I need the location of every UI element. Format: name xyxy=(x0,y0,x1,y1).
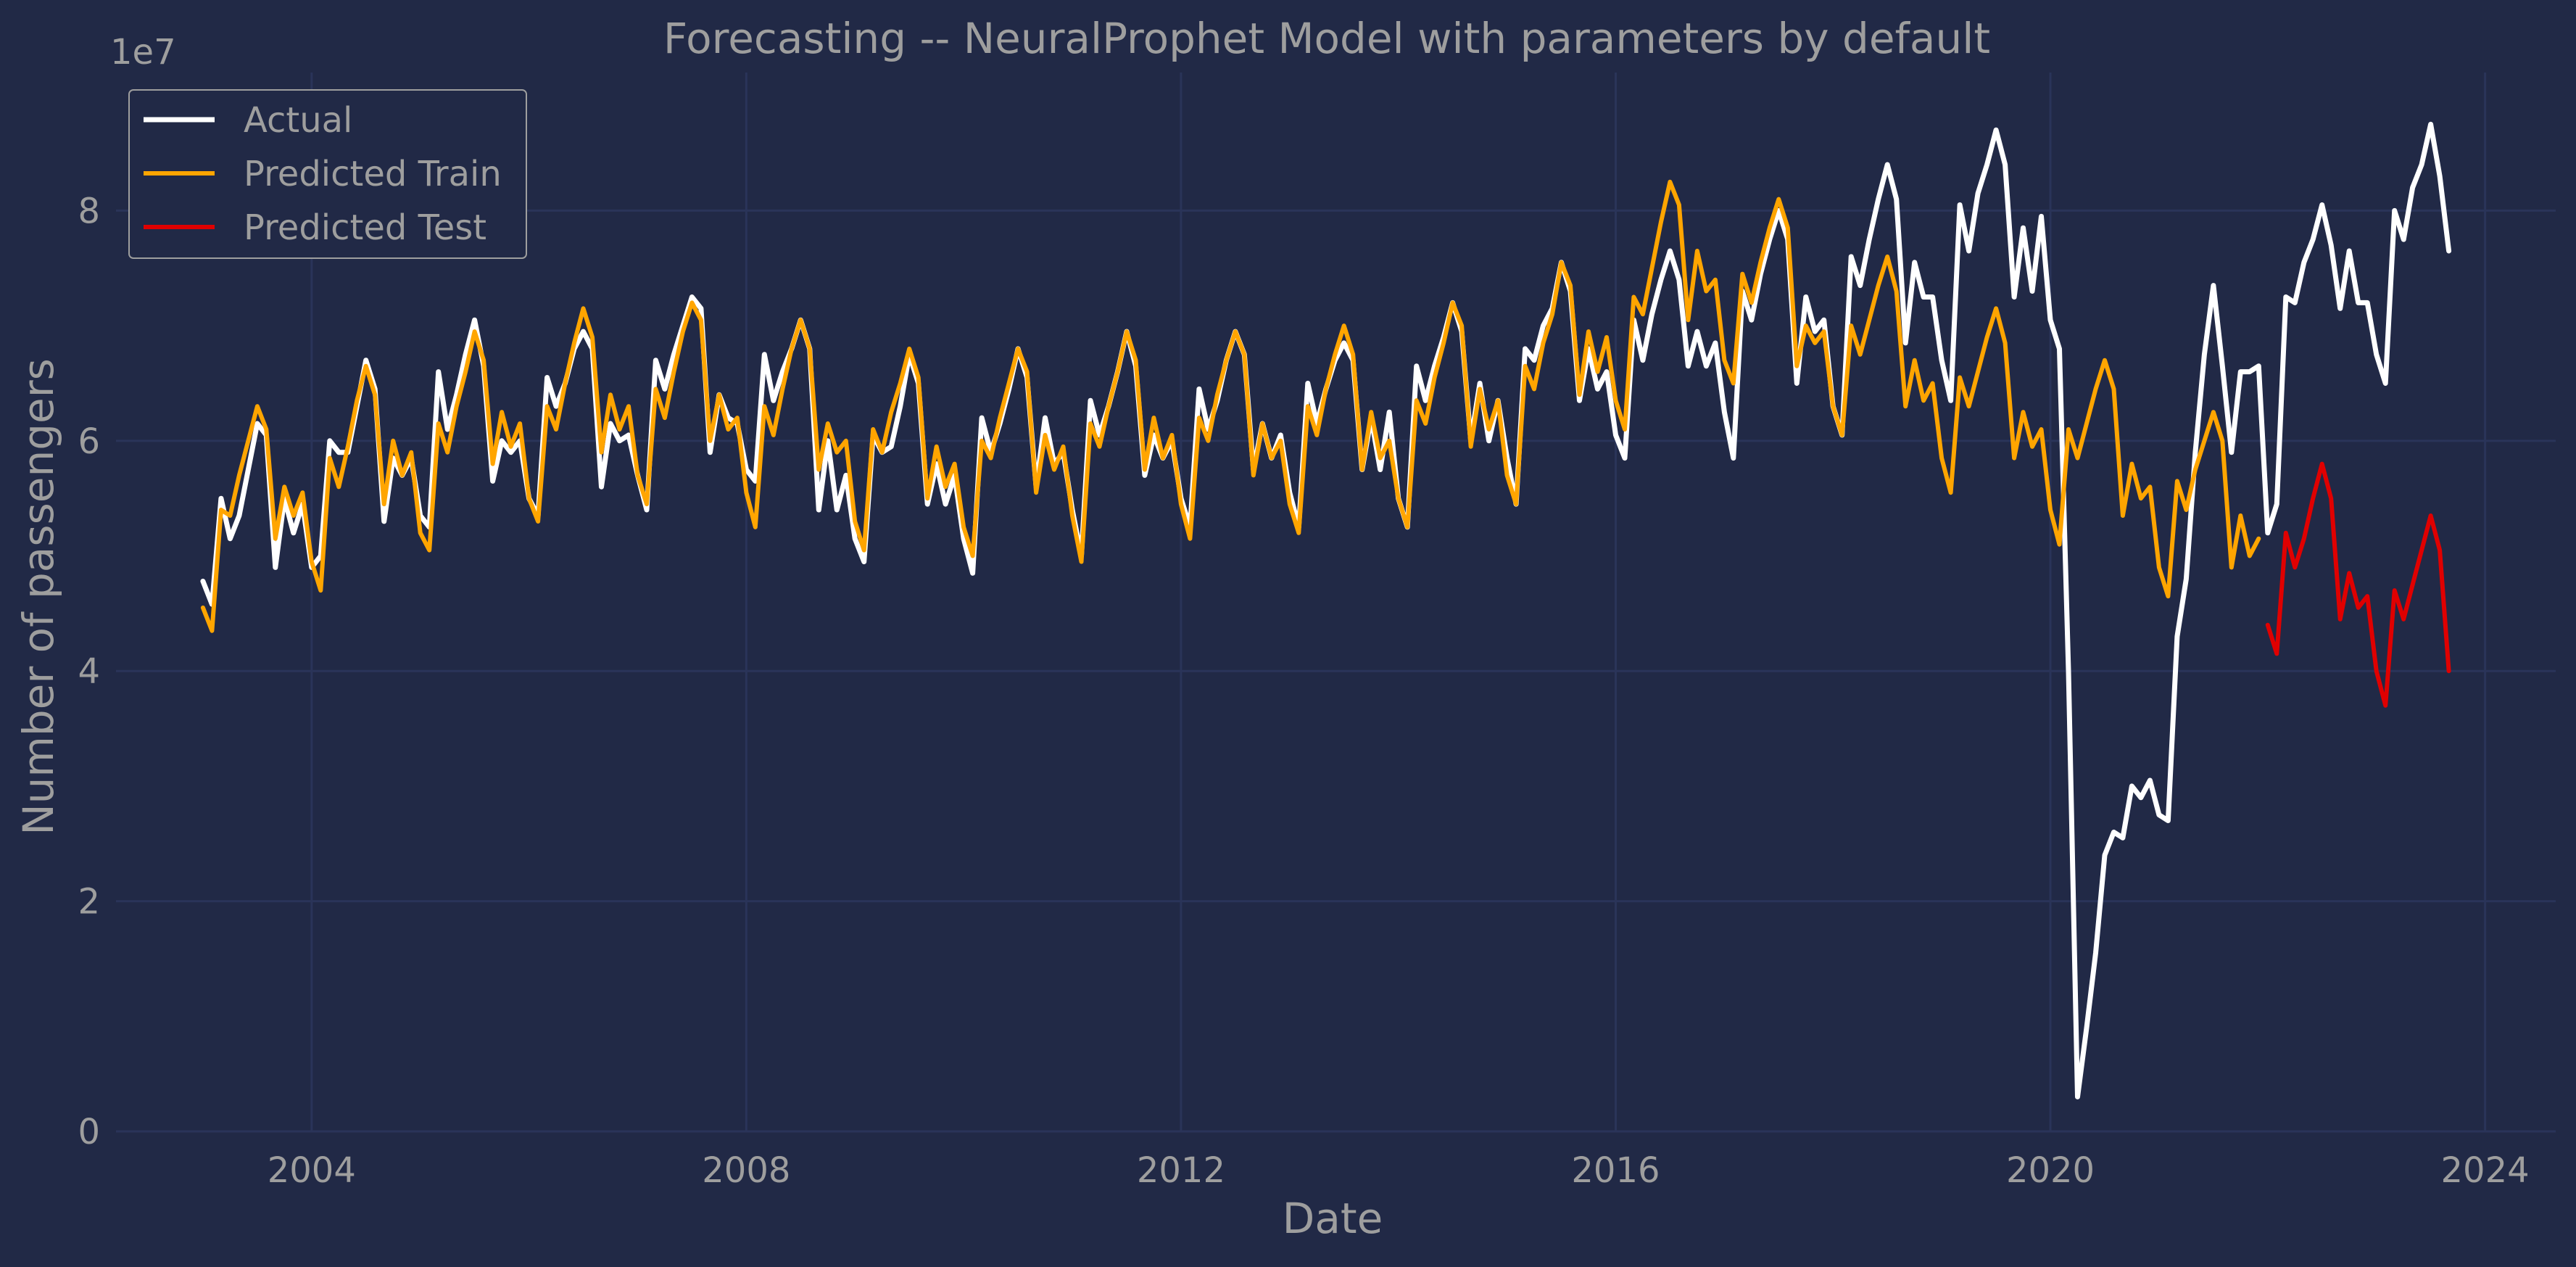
legend-label: Actual xyxy=(244,100,352,141)
x-axis-ticks: 2004 2008 2012 2016 2020 2024 xyxy=(268,1150,2530,1191)
y-axis-label: Number of passengers xyxy=(14,358,63,835)
legend: Actual Predicted Train Predicted Test xyxy=(128,89,527,259)
y-offset-label: 1e7 xyxy=(110,32,176,73)
x-tick-label: 2004 xyxy=(268,1150,356,1191)
series-layer xyxy=(200,121,2452,1099)
y-tick-label: 0 xyxy=(78,1112,100,1152)
legend-label: Predicted Train xyxy=(244,154,502,194)
x-tick-label: 2012 xyxy=(1137,1150,1225,1191)
x-tick-label: 2016 xyxy=(1571,1150,1660,1191)
chart-title: Forecasting -- NeuralProphet Model with … xyxy=(663,14,1990,63)
y-tick-label: 6 xyxy=(78,421,100,462)
x-axis-label: Date xyxy=(1283,1194,1383,1243)
x-tick-label: 2024 xyxy=(2440,1150,2529,1191)
legend-box xyxy=(128,89,527,259)
y-tick-label: 2 xyxy=(78,882,100,923)
series-line-predicted-train xyxy=(200,179,2261,633)
series-line-predicted-test xyxy=(2265,461,2451,708)
y-tick-label: 8 xyxy=(78,191,100,231)
y-tick-label: 4 xyxy=(78,651,100,692)
x-tick-label: 2008 xyxy=(702,1150,790,1191)
y-axis-ticks: 0 2 4 6 8 xyxy=(78,191,100,1152)
x-tick-label: 2020 xyxy=(2006,1150,2095,1191)
legend-label: Predicted Test xyxy=(244,207,486,248)
